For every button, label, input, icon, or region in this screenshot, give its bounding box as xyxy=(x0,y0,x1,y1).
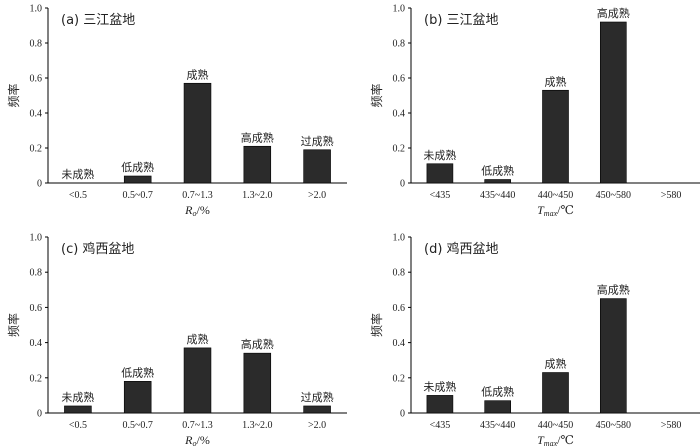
chart-b-xtick-label: >580 xyxy=(661,190,682,201)
chart-c-bar-label: 低成熟 xyxy=(121,365,154,379)
chart-b-ylabel: 频率 xyxy=(369,83,384,107)
chart-d-ytick-label: 0 xyxy=(400,409,405,420)
chart-a-bar xyxy=(243,145,272,184)
chart-a-xtick-label: 0.7~1.3 xyxy=(182,190,212,201)
chart-b-ytick-label: 0.8 xyxy=(393,39,406,50)
chart-b-ytick-label: 0.2 xyxy=(393,144,406,155)
chart-b-bar-label: 高成熟 xyxy=(597,6,630,20)
chart-b-bar xyxy=(599,21,627,184)
chart-a-bar-label: 成熟 xyxy=(187,67,209,81)
chart-a-xtick-label: 0.5~0.7 xyxy=(122,190,152,201)
chart-a-title: (a) 三江盆地 xyxy=(61,13,135,28)
chart-c-bar-label: 成熟 xyxy=(187,332,209,346)
chart-b-xtick-label: 435~440 xyxy=(480,190,515,201)
chart-d-ytick-label: 0.8 xyxy=(393,268,406,279)
chart-a-bar xyxy=(183,82,212,184)
chart-b: 0 0.2 0.4 0.6 0.8 1.0 频率 (b) 三江盆地 <435 未成熟 435~440… xyxy=(369,4,700,218)
chart-d: 0 0.2 0.4 0.6 0.8 1.0 频率 (d) 鸡西盆地 <435 未成熟 435~440… xyxy=(369,233,700,447)
chart-c-bar-label: 未成熟 xyxy=(61,390,94,404)
chart-d-ytick-label: 0.6 xyxy=(393,303,406,314)
chart-d-title: (d) 鸡西盆地 xyxy=(424,241,499,257)
chart-a-bar-label: 高成熟 xyxy=(241,130,274,144)
chart-d-bar xyxy=(542,372,569,414)
chart-a-ytick-label: 0.2 xyxy=(30,144,43,155)
chart-c-bar-label: 高成熟 xyxy=(241,337,274,351)
chart-c-ytick-label: 0.6 xyxy=(30,303,43,314)
chart-a-xtick-label: >2.0 xyxy=(308,190,326,201)
chart-d-bar xyxy=(599,298,627,414)
chart-b-ytick-label: 0 xyxy=(400,179,405,190)
chart-c-xlabel: Ro/% xyxy=(184,433,210,447)
chart-d-bar-label: 成熟 xyxy=(545,357,567,371)
chart-c-title: (c) 鸡西盆地 xyxy=(61,241,134,257)
chart-d-bar-label: 未成熟 xyxy=(423,379,456,393)
chart-a-xlabel: Ro/% xyxy=(184,203,210,218)
chart-c-ytick-label: 0.8 xyxy=(30,268,43,279)
chart-b-bar-label: 低成熟 xyxy=(481,164,514,178)
chart-b-bar xyxy=(542,89,569,184)
chart-a: 0 0.2 0.4 0.6 0.8 1.0 频率 (a) 三江盆地 <0.5 未成熟 0.5~0.7… xyxy=(6,4,347,218)
chart-b-bar-label: 未成熟 xyxy=(423,148,456,162)
chart-c-ylabel: 频率 xyxy=(6,313,21,337)
chart-a-ytick-label: 0.8 xyxy=(30,39,43,50)
chart-a-bar xyxy=(303,149,331,184)
chart-a-xtick-label: 1.3~2.0 xyxy=(242,190,272,201)
chart-c-bar xyxy=(64,405,92,414)
chart-a-ytick-label: 1.0 xyxy=(30,4,43,15)
chart-b-bar xyxy=(484,179,512,184)
chart-d-bar xyxy=(426,395,454,414)
chart-c-bar xyxy=(303,405,331,414)
chart-a-xtick-label: <0.5 xyxy=(69,190,87,201)
chart-b-xtick-label: 440~450 xyxy=(538,190,573,201)
chart-c-bar xyxy=(123,381,152,414)
chart-c-ytick-label: 1.0 xyxy=(30,233,43,244)
chart-b-xtick-label: 450~580 xyxy=(596,190,631,201)
chart-d-xlabel: Tmax/℃ xyxy=(537,433,574,447)
chart-c-xtick-label: <0.5 xyxy=(69,420,87,431)
chart-a-ytick-label: 0 xyxy=(37,179,42,190)
chart-c-ytick-label: 0.4 xyxy=(30,338,43,349)
chart-c-bar xyxy=(243,352,272,414)
chart-a-bar-label: 过成熟 xyxy=(301,134,334,148)
chart-a-ylabel: 频率 xyxy=(6,83,21,107)
chart-c-xtick-label: >2.0 xyxy=(308,420,326,431)
chart-d-xtick-label: >580 xyxy=(661,420,682,431)
chart-b-xtick-label: <435 xyxy=(430,190,451,201)
chart-b-ytick-label: 0.6 xyxy=(393,74,406,85)
chart-d-bar-label: 高成熟 xyxy=(597,283,630,297)
chart-d-bar xyxy=(484,400,512,414)
chart-c-bar-label: 过成熟 xyxy=(301,390,334,404)
chart-c-bar xyxy=(183,347,212,414)
chart-c-ytick-label: 0 xyxy=(37,409,42,420)
chart-a-ytick-label: 0.6 xyxy=(30,74,43,85)
chart-d-ytick-label: 0.4 xyxy=(393,338,406,349)
chart-d-xtick-label: 450~580 xyxy=(596,420,631,431)
chart-c: 0 0.2 0.4 0.6 0.8 1.0 频率 (c) 鸡西盆地 <0.5 未成熟 0.5~0.7… xyxy=(6,233,347,447)
chart-b-xlabel: Tmax/℃ xyxy=(537,203,574,218)
chart-b-bar-label: 成熟 xyxy=(545,74,567,88)
chart-d-xtick-label: 435~440 xyxy=(480,420,515,431)
chart-b-ytick-label: 1.0 xyxy=(393,4,406,15)
chart-a-bar xyxy=(123,175,152,184)
chart-c-xtick-label: 0.7~1.3 xyxy=(182,420,212,431)
chart-a-bar-label: 未成熟 xyxy=(61,167,94,181)
chart-a-ytick-label: 0.4 xyxy=(30,109,43,120)
chart-c-ytick-label: 0.2 xyxy=(30,373,43,384)
chart-a-bar-label: 低成熟 xyxy=(121,160,154,174)
chart-c-xtick-label: 0.5~0.7 xyxy=(122,420,152,431)
chart-d-bar-label: 低成熟 xyxy=(481,385,514,399)
chart-d-ytick-label: 0.2 xyxy=(393,373,406,384)
chart-d-xtick-label: <435 xyxy=(430,420,451,431)
chart-d-ylabel: 频率 xyxy=(369,313,384,337)
chart-b-title: (b) 三江盆地 xyxy=(424,13,499,28)
chart-d-ytick-label: 1.0 xyxy=(393,233,406,244)
chart-b-ytick-label: 0.4 xyxy=(393,109,406,120)
chart-c-xtick-label: 1.3~2.0 xyxy=(242,420,272,431)
chart-b-bar xyxy=(426,163,454,184)
chart-d-xtick-label: 440~450 xyxy=(538,420,573,431)
